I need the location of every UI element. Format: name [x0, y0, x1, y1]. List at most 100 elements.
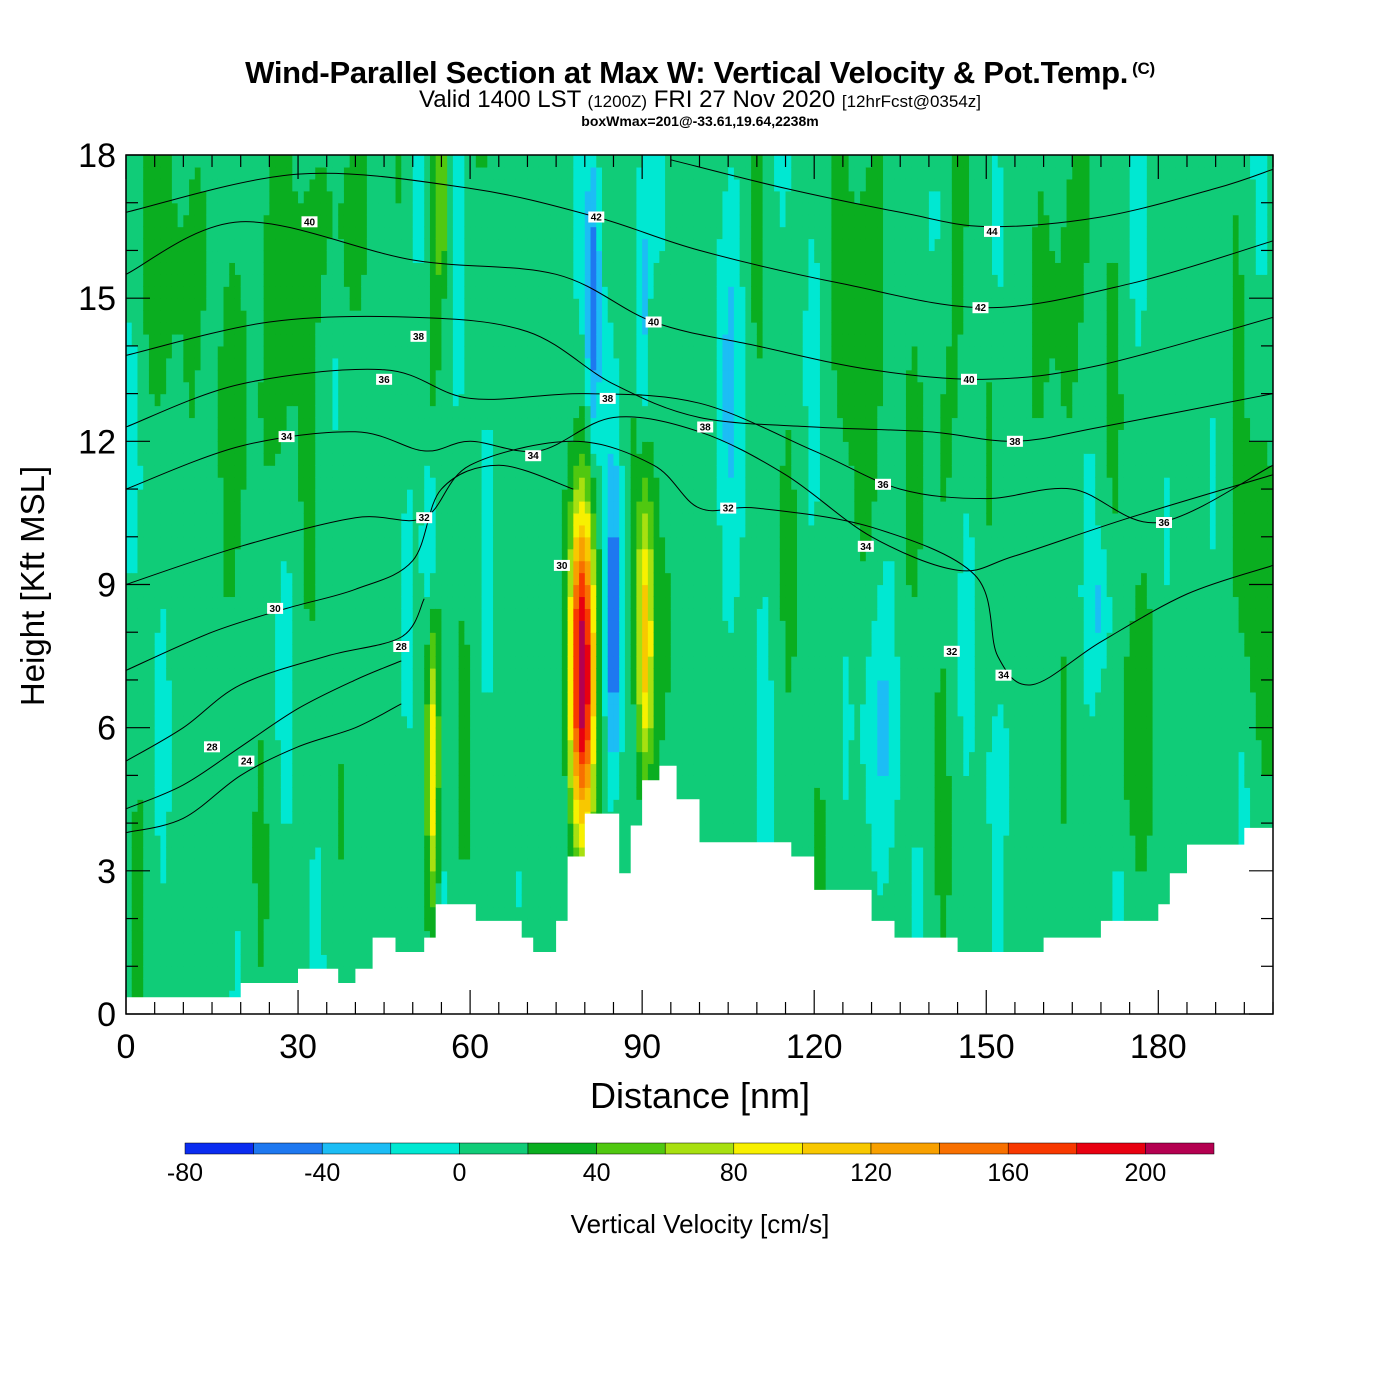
- velocity-cell: [280, 870, 288, 884]
- velocity-cell: [229, 274, 236, 287]
- velocity-cell: [252, 536, 259, 550]
- velocity-cell: [166, 739, 173, 753]
- velocity-cell: [338, 739, 345, 753]
- velocity-cell: [424, 166, 431, 180]
- velocity-cell: [137, 966, 144, 979]
- velocity-cell: [487, 632, 494, 645]
- velocity-cell: [206, 322, 213, 335]
- velocity-cell: [212, 489, 219, 502]
- velocity-cell: [326, 310, 334, 323]
- velocity-cell: [275, 190, 282, 204]
- velocity-cell: [240, 536, 248, 550]
- velocity-cell: [263, 727, 270, 741]
- velocity-cell: [292, 751, 299, 765]
- velocity-cell: [154, 393, 162, 407]
- velocity-cell: [263, 835, 270, 848]
- velocity-cell: [384, 775, 391, 788]
- velocity-cell: [143, 500, 150, 514]
- velocity-cell: [464, 715, 471, 729]
- velocity-cell: [452, 429, 460, 442]
- velocity-cell: [361, 512, 368, 526]
- velocity-cell: [407, 656, 414, 669]
- velocity-cell: [206, 715, 213, 729]
- velocity-cell: [200, 441, 207, 454]
- velocity-cell: [206, 596, 213, 609]
- velocity-cell: [206, 775, 213, 788]
- velocity-cell: [166, 238, 173, 252]
- velocity-cell: [441, 381, 448, 395]
- velocity-cell: [355, 596, 362, 609]
- velocity-cell: [246, 322, 253, 335]
- velocity-cell: [424, 405, 431, 419]
- velocity-cell: [257, 691, 265, 705]
- velocity-cell: [343, 811, 351, 824]
- velocity-cell: [240, 954, 248, 967]
- velocity-cell: [378, 500, 385, 514]
- velocity-cell: [493, 584, 500, 598]
- velocity-cell: [263, 894, 270, 908]
- velocity-cell: [366, 190, 374, 204]
- velocity-cell: [269, 250, 276, 263]
- velocity-cell: [148, 620, 156, 633]
- velocity-cell: [269, 906, 276, 920]
- velocity-cell: [372, 727, 379, 741]
- velocity-cell: [223, 417, 230, 430]
- velocity-cell: [183, 405, 190, 419]
- velocity-cell: [252, 882, 259, 896]
- velocity-cell: [212, 262, 219, 275]
- velocity-cell: [487, 644, 494, 657]
- velocity-cell: [441, 393, 448, 407]
- velocity-cell: [212, 393, 219, 407]
- velocity-cell: [189, 679, 196, 693]
- velocity-cell: [332, 918, 339, 932]
- velocity-cell: [217, 417, 225, 430]
- velocity-cell: [389, 715, 397, 729]
- velocity-cell: [412, 417, 420, 430]
- velocity-cell: [143, 453, 150, 466]
- velocity-cell: [257, 656, 265, 669]
- velocity-cell: [349, 882, 356, 896]
- velocity-cell: [326, 751, 334, 765]
- velocity-cell: [332, 799, 339, 812]
- velocity-cell: [372, 190, 379, 204]
- velocity-cell: [137, 262, 144, 275]
- velocity-cell: [475, 190, 483, 204]
- velocity-cell: [372, 500, 379, 514]
- velocity-cell: [504, 823, 511, 836]
- velocity-cell: [223, 644, 230, 657]
- velocity-cell: [498, 656, 506, 669]
- velocity-cell: [349, 632, 356, 645]
- velocity-cell: [148, 405, 156, 419]
- velocity-cell: [269, 918, 276, 932]
- velocity-cell: [217, 512, 225, 526]
- velocity-cell: [464, 727, 471, 741]
- velocity-cell: [355, 178, 362, 192]
- velocity-cell: [143, 632, 150, 645]
- velocity-cell: [493, 775, 500, 788]
- velocity-cell: [481, 846, 488, 860]
- velocity-cell: [298, 536, 305, 550]
- velocity-cell: [487, 870, 494, 884]
- velocity-cell: [515, 393, 523, 407]
- velocity-cell: [280, 632, 288, 645]
- velocity-cell: [412, 238, 420, 252]
- velocity-cell: [194, 584, 202, 598]
- velocity-cell: [206, 954, 213, 967]
- velocity-cell: [206, 906, 213, 920]
- velocity-cell: [275, 560, 282, 574]
- velocity-cell: [447, 775, 454, 788]
- velocity-cell: [148, 262, 156, 275]
- velocity-cell: [315, 739, 322, 753]
- velocity-cell: [194, 823, 202, 836]
- velocity-cell: [298, 632, 305, 645]
- velocity-cell: [298, 679, 305, 693]
- velocity-cell: [143, 811, 150, 824]
- velocity-cell: [487, 202, 494, 216]
- velocity-cell: [229, 691, 236, 705]
- velocity-cell: [498, 357, 506, 371]
- velocity-cell: [131, 691, 139, 705]
- velocity-cell: [435, 453, 443, 466]
- velocity-cell: [366, 596, 374, 609]
- velocity-cell: [217, 823, 225, 836]
- velocity-cell: [498, 453, 506, 466]
